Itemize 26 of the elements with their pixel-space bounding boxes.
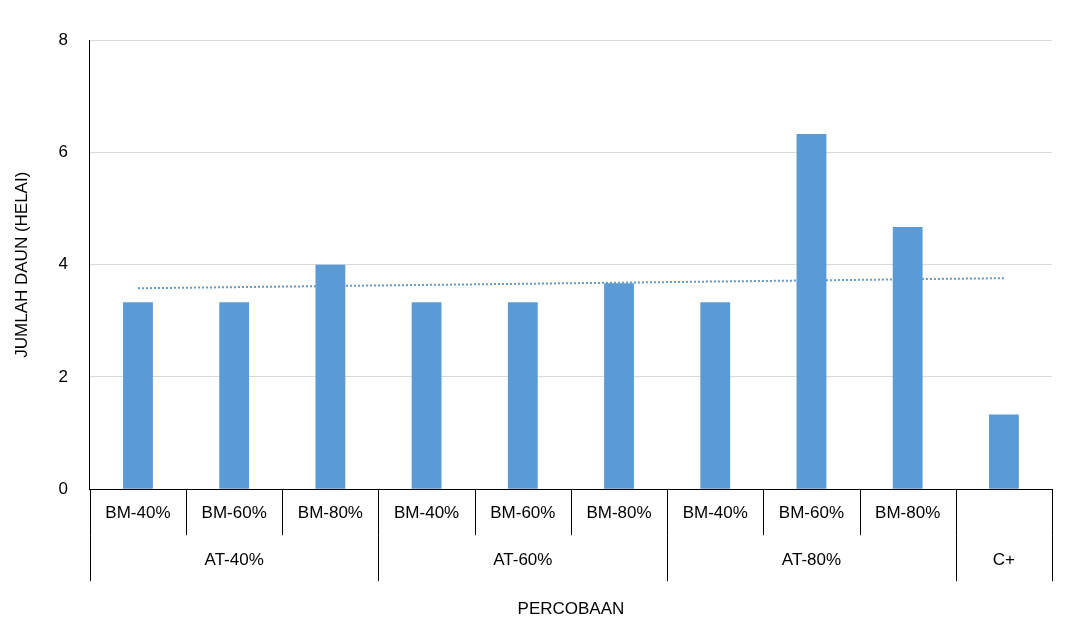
x-tick-label: BM-40% xyxy=(394,503,460,523)
x-tick-label: BM-60% xyxy=(201,503,267,523)
bar xyxy=(700,302,731,489)
y-tick-label: 6 xyxy=(58,142,68,162)
x-tick-label: BM-60% xyxy=(778,503,845,523)
x-tick-label: BM-40% xyxy=(682,503,748,523)
y-tick-label: 4 xyxy=(58,254,68,274)
x-tick-label: BM-80% xyxy=(297,503,363,523)
bar xyxy=(507,302,538,489)
x-tick-label: BM-40% xyxy=(105,503,171,523)
text: AT-80% xyxy=(781,549,842,569)
text: AT-40% xyxy=(204,549,264,569)
y-tick-label: 8 xyxy=(58,29,68,49)
y-tick-label: 2 xyxy=(58,366,68,386)
x-tick-label: BM-60% xyxy=(490,503,556,523)
x-axis-title: PERCOBAAN xyxy=(517,599,625,619)
y-axis-title: JUMLAH DAUN (HELAI) xyxy=(11,171,31,358)
bar xyxy=(988,414,1019,489)
bar xyxy=(411,302,442,489)
text: C+ xyxy=(992,549,1016,569)
x-tick-label: BM-80% xyxy=(875,503,941,523)
bar xyxy=(123,302,153,489)
text: AT-60% xyxy=(493,549,553,569)
bar xyxy=(219,302,250,489)
x-tick-label: BM-80% xyxy=(586,503,652,523)
y-tick-label: 0 xyxy=(58,478,68,498)
